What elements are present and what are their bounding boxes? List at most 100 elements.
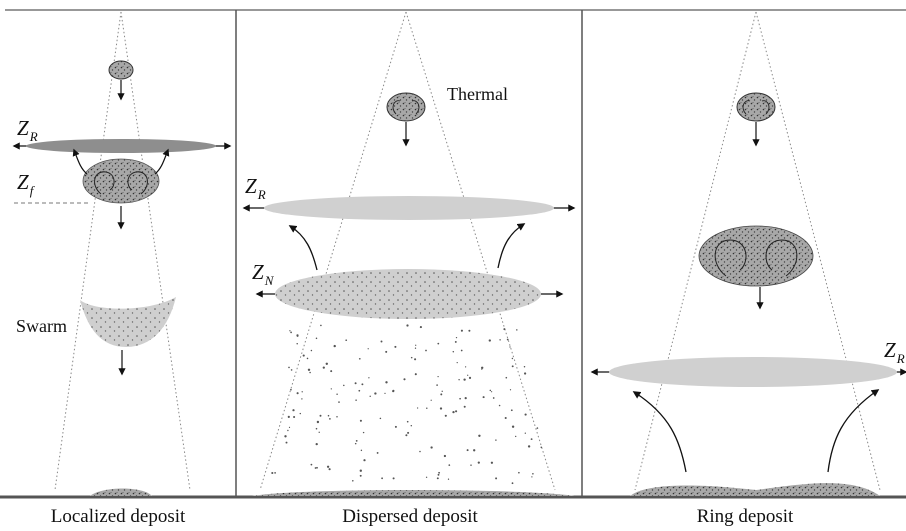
particle-dot — [511, 365, 514, 368]
particle-dot — [359, 474, 362, 477]
particle-dot — [354, 442, 357, 445]
particle-dot — [328, 468, 331, 471]
particle-dot — [495, 439, 497, 441]
particle-dot — [505, 376, 508, 379]
radial-spread-disk — [242, 196, 576, 220]
particle-dot — [489, 389, 492, 392]
particle-dot — [460, 329, 463, 332]
particle-dot — [296, 343, 298, 345]
particle-dot — [315, 337, 318, 340]
particle-dot — [437, 375, 439, 378]
swarm-label: Swarm — [16, 316, 67, 336]
panel-localized — [12, 11, 232, 496]
thermal-body — [386, 92, 426, 147]
particle-dot — [299, 412, 301, 415]
particle-dot — [392, 477, 395, 480]
dispersed-cloud — [255, 269, 564, 319]
particle-dot — [455, 336, 458, 339]
particle-dot — [419, 450, 421, 453]
particle-dot — [425, 476, 428, 478]
particle-dot — [359, 419, 362, 422]
particle-dot — [439, 407, 443, 410]
panel-frame — [0, 9, 906, 499]
particle-dot — [333, 344, 336, 348]
particle-dot — [345, 339, 348, 342]
particle-dot — [301, 391, 303, 393]
particle-dot — [506, 338, 509, 341]
particle-dot — [518, 471, 520, 474]
zr-label-dispersed: ZR — [245, 174, 266, 202]
particle-dot — [441, 390, 443, 392]
localized-deposit-mound — [90, 488, 152, 496]
particle-dot — [292, 409, 295, 412]
particle-dot — [481, 366, 484, 369]
particle-dot — [296, 335, 299, 337]
particle-dot — [327, 414, 330, 417]
particle-dot — [330, 370, 333, 373]
particle-dot — [318, 431, 320, 433]
particle-dot — [336, 416, 338, 418]
particle-dot — [503, 328, 506, 331]
particle-dot — [274, 472, 276, 474]
particle-dot — [440, 393, 443, 396]
particle-dot — [511, 482, 514, 485]
particle-dot — [458, 379, 460, 381]
initial-thermal — [736, 92, 776, 147]
zr-label-ring: ZR — [884, 338, 905, 366]
particle-dot — [325, 362, 328, 365]
particle-dot — [482, 396, 485, 399]
particle-dot — [315, 442, 318, 446]
particle-dot — [455, 410, 458, 413]
particle-dot — [531, 476, 533, 478]
caption-ring: Ring deposit — [696, 506, 794, 527]
zf-label: Zf — [17, 170, 34, 198]
particle-dot — [320, 324, 322, 327]
particle-dot — [358, 389, 361, 392]
zn-label: ZN — [252, 260, 274, 288]
particle-dot — [414, 347, 417, 349]
panel-dispersed — [242, 11, 576, 496]
particle-dot — [416, 407, 419, 409]
particle-dot — [523, 365, 526, 368]
particle-swarm — [80, 297, 176, 376]
particle-dot — [540, 446, 543, 449]
release-cone — [259, 11, 556, 491]
particle-dot — [362, 431, 365, 434]
particle-dot — [290, 369, 293, 371]
particle-dot — [329, 418, 331, 420]
particle-dot — [374, 392, 377, 395]
particle-dot — [306, 357, 309, 360]
particle-dot — [466, 449, 469, 452]
particle-dot — [523, 372, 527, 375]
particle-dot — [307, 368, 311, 371]
particle-dot — [536, 427, 539, 429]
particle-dot — [414, 358, 417, 361]
particle-dot — [363, 459, 366, 462]
initial-thermal — [108, 60, 134, 101]
particle-dot — [288, 366, 290, 369]
particle-dot — [499, 339, 501, 341]
particle-dot — [477, 461, 480, 464]
particle-dot — [491, 391, 493, 393]
particle-dot — [495, 477, 498, 480]
particle-dot — [492, 397, 495, 399]
particle-dot — [284, 435, 287, 438]
rising-arrows — [288, 223, 526, 271]
particle-dot — [468, 376, 472, 379]
particle-dot — [437, 342, 440, 345]
particle-dot — [405, 434, 408, 437]
particle-dot — [314, 467, 317, 469]
particle-dot — [463, 405, 466, 408]
particle-dot — [302, 354, 305, 357]
particle-dot — [367, 348, 369, 350]
particle-dot — [468, 329, 471, 332]
particle-dot — [524, 432, 526, 434]
particle-dot — [498, 404, 501, 407]
particle-dot — [316, 420, 320, 424]
particle-dot — [426, 407, 428, 410]
particle-dot — [290, 388, 292, 391]
radial-spread-disk — [590, 357, 906, 387]
particle-dot — [415, 344, 417, 346]
settling-particles — [271, 324, 543, 485]
